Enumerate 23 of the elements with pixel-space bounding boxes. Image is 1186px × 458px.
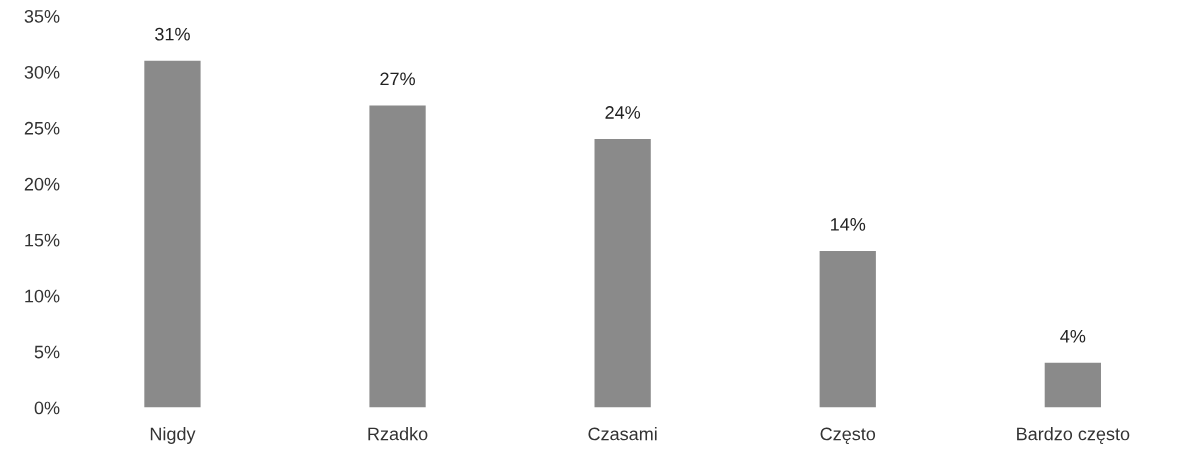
bar xyxy=(819,250,876,408)
x-tick-label: Nigdy xyxy=(150,427,196,444)
y-tick-label: 30% xyxy=(24,65,60,79)
data-label: 24% xyxy=(605,106,641,119)
y-tick-label: 5% xyxy=(34,345,60,359)
data-label: 31% xyxy=(155,27,190,41)
bar xyxy=(144,60,201,408)
x-tick-label: Często xyxy=(820,427,876,444)
y-tick-label: 35% xyxy=(24,9,60,23)
bar xyxy=(369,105,426,408)
y-tick-label: 20% xyxy=(24,177,60,191)
bar xyxy=(594,139,651,408)
y-tick-label: 25% xyxy=(24,121,60,135)
data-label: 14% xyxy=(831,218,866,231)
y-tick-label: 0% xyxy=(34,401,60,415)
x-tick-label: Czasami xyxy=(588,427,657,441)
bar xyxy=(1044,362,1101,408)
data-label: 4% xyxy=(1060,329,1086,343)
x-tick-label: Bardzo często xyxy=(1017,427,1130,444)
x-tick-label: Rzadko xyxy=(368,427,428,441)
y-tick-label: 15% xyxy=(25,233,60,247)
y-tick-label: 10% xyxy=(25,289,60,303)
data-label: 27% xyxy=(380,72,415,86)
